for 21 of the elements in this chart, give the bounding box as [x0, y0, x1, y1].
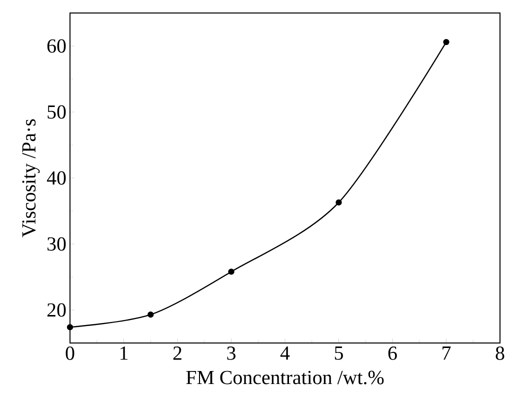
y-axis-title: Viscosity /Pa·s	[22, 119, 40, 238]
x-tick-label: 1	[120, 346, 128, 360]
x-tick-label: 3	[227, 346, 236, 360]
point	[148, 312, 154, 318]
x-tick-label: 2	[173, 346, 182, 360]
point	[228, 268, 234, 275]
x-tick-label: 7	[442, 346, 451, 360]
x-tick-label: 6	[388, 346, 397, 360]
x-tick-label: 4	[280, 346, 290, 360]
point	[443, 38, 450, 46]
y-tick-label: 50	[48, 105, 66, 119]
point	[66, 324, 74, 330]
y-tick-label: 20	[47, 303, 66, 317]
x-axis-title: FM Concentration /wt.%	[186, 370, 384, 384]
x-tick-label: 0	[66, 346, 74, 360]
point	[336, 199, 342, 206]
x-tick-label: 8	[496, 346, 504, 360]
y-tick-label: 40	[46, 171, 66, 185]
x-tick-label: 5	[334, 346, 343, 360]
y-tick-label: 60	[47, 39, 66, 53]
y-tick-label: 30	[48, 237, 66, 251]
